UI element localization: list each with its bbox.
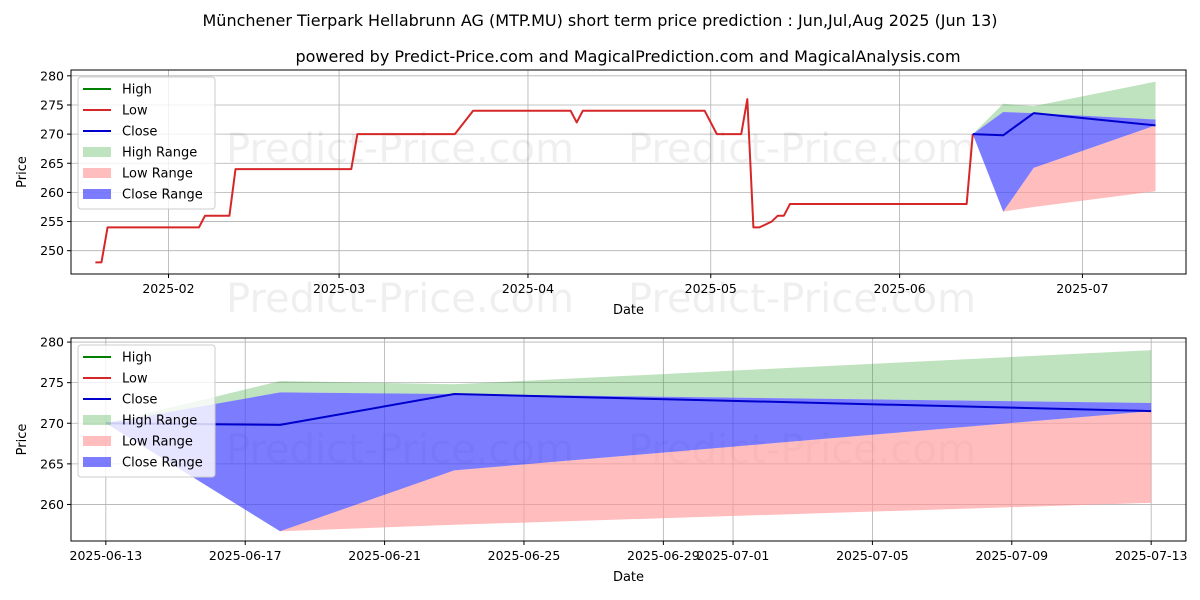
x-tick-label: 2025-06 xyxy=(874,281,926,296)
x-tick-label: 2025-06-29 xyxy=(627,548,700,563)
legend-label: Low Range xyxy=(122,435,193,450)
y-tick-label: 270 xyxy=(40,127,64,142)
legend-label: Close Range xyxy=(122,456,203,471)
y-tick-label: 260 xyxy=(40,185,64,200)
legend-label: High Range xyxy=(122,414,197,429)
close-forecast-line xyxy=(972,112,1156,137)
legend-patch-swatch xyxy=(83,457,111,467)
y-tick-label: 260 xyxy=(40,497,64,512)
x-tick-label: 2025-06-25 xyxy=(488,548,561,563)
legend-patch-swatch xyxy=(83,415,111,425)
y-tick-label: 275 xyxy=(40,97,64,112)
watermark-text: Predict-Price.com xyxy=(628,276,976,322)
y-axis-label: Price xyxy=(15,424,30,456)
legend-label: High xyxy=(122,83,152,98)
plot-area xyxy=(95,81,1156,264)
x-tick-label: 2025-07-01 xyxy=(697,548,770,563)
y-tick-label: 255 xyxy=(40,214,64,229)
plot-area xyxy=(105,350,1152,532)
x-tick-label: 2025-07 xyxy=(1056,281,1108,296)
x-tick-label: 2025-06-13 xyxy=(70,548,143,563)
chart-title: Münchener Tierpark Hellabrunn AG (MTP.MU… xyxy=(203,11,998,30)
legend-box xyxy=(77,76,216,210)
low-price-line xyxy=(95,98,974,264)
legend-patch-swatch xyxy=(83,147,111,157)
axes-frame xyxy=(70,337,1187,542)
x-tick-label: 2025-05 xyxy=(685,281,737,296)
legend-label: Low xyxy=(122,372,148,387)
watermark-text: Predict-Price.com xyxy=(226,276,574,322)
x-tick-label: 2025-04 xyxy=(502,281,554,296)
legend-patch-swatch xyxy=(83,436,111,446)
legend-label: Close xyxy=(122,125,157,140)
low-range-band xyxy=(972,125,1156,212)
legend-box xyxy=(77,344,216,478)
legend-label: Low xyxy=(122,104,148,119)
x-tick-label: 2025-02 xyxy=(142,281,194,296)
legend-label: High xyxy=(122,351,152,366)
legend: High Low Close High Range Low Range Close Ran… xyxy=(77,344,216,478)
high-range-band xyxy=(105,350,1152,424)
x-axis-label: Date xyxy=(613,570,644,585)
y-tick-label: 265 xyxy=(40,156,64,171)
x-tick-label: 2025-06-17 xyxy=(209,548,282,563)
watermark-text: Predict-Price.com xyxy=(226,126,574,172)
legend-patch-swatch xyxy=(83,168,111,178)
x-tick-label: 2025-07-13 xyxy=(1115,548,1188,563)
high-range-band xyxy=(972,81,1156,135)
close-range-band xyxy=(105,392,1152,532)
watermark-text: Predict-Price.com xyxy=(628,126,976,172)
x-tick-label: 2025-06-21 xyxy=(348,548,421,563)
chart-subtitle: powered by Predict-Price.com and Magical… xyxy=(295,47,960,66)
top-price-chart: Predict-Price.com Predict-Price.com Predic… xyxy=(15,68,1187,322)
x-axis-label: Date xyxy=(613,303,644,318)
bottom-zoomed-forecast-chart: Predict-Price.comPredict-Price.com2025-0… xyxy=(15,335,1187,585)
x-tick-label: 2025-07-05 xyxy=(836,548,909,563)
y-tick-label: 280 xyxy=(40,335,64,350)
legend-label: Close Range xyxy=(122,188,203,203)
legend-patch-swatch xyxy=(83,189,111,199)
axes-frame xyxy=(70,69,1187,275)
y-tick-label: 280 xyxy=(40,68,64,83)
y-tick-label: 275 xyxy=(40,375,64,390)
close-range-band xyxy=(972,111,1156,212)
x-tick-label: 2025-03 xyxy=(313,281,365,296)
y-tick-label: 250 xyxy=(40,243,64,258)
legend-label: Low Range xyxy=(122,167,193,182)
legend-label: Close xyxy=(122,393,157,408)
legend-label: High Range xyxy=(122,146,197,161)
y-tick-label: 270 xyxy=(40,416,64,431)
y-axis-label: Price xyxy=(15,156,30,188)
low-range-band xyxy=(105,411,1152,532)
legend: High Low Close High Range Low Range Close Ran… xyxy=(77,76,216,210)
x-tick-label: 2025-07-09 xyxy=(975,548,1048,563)
y-tick-label: 265 xyxy=(40,456,64,471)
